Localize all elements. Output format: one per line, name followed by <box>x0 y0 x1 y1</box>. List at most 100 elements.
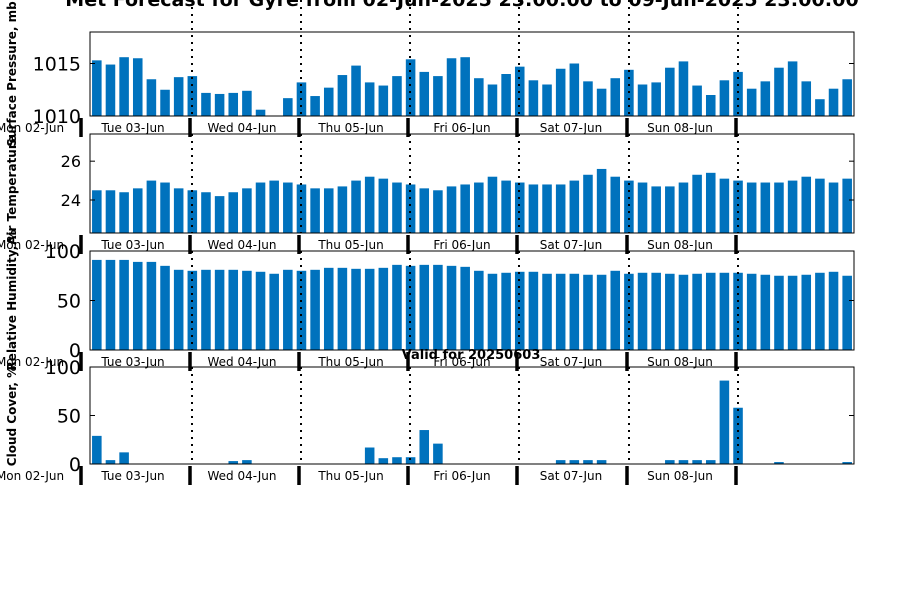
bar <box>337 186 348 233</box>
bar <box>283 269 293 350</box>
bar <box>378 267 389 350</box>
x-tick-label: Wed 04-Jun <box>208 121 277 135</box>
y-axis-label: Cloud Cover, % <box>5 366 19 466</box>
bar <box>665 460 675 464</box>
bar <box>337 267 348 350</box>
bar <box>678 274 689 350</box>
x-tick-label: Mon 02-Jun <box>0 469 64 483</box>
bar <box>351 268 361 350</box>
bar <box>705 172 716 233</box>
bar <box>419 188 430 233</box>
bar <box>555 273 566 350</box>
bar <box>733 407 743 464</box>
bar <box>132 58 143 116</box>
bar <box>760 274 771 350</box>
bar <box>542 184 552 233</box>
bar <box>242 270 252 350</box>
bar <box>446 265 457 350</box>
bar <box>787 275 798 350</box>
y-tick-label: 50 <box>57 405 81 427</box>
bar <box>160 182 170 233</box>
bar <box>310 188 320 233</box>
x-tick-label: Sun 08-Jun <box>647 121 713 135</box>
bar <box>583 81 593 116</box>
bar <box>283 182 293 233</box>
bar <box>705 272 716 350</box>
bar <box>173 188 184 233</box>
bar <box>433 264 443 350</box>
bar <box>242 460 252 464</box>
bar <box>364 268 375 350</box>
bar <box>92 435 102 464</box>
bar <box>119 452 129 464</box>
bar <box>323 87 334 116</box>
bar <box>760 81 771 116</box>
bar <box>242 90 252 116</box>
bar <box>746 273 757 350</box>
bar <box>337 75 348 116</box>
bar <box>474 270 484 350</box>
bar <box>214 93 225 116</box>
x-tick-label: Tue 03-Jun <box>100 121 164 135</box>
bar <box>474 78 484 116</box>
bar <box>801 81 812 116</box>
bar <box>446 186 457 233</box>
bar <box>132 188 143 233</box>
bar <box>105 460 116 464</box>
bar <box>419 264 430 350</box>
x-tick-label: Tue 03-Jun <box>100 469 164 483</box>
y-axis-label: Relative Humidity, % <box>5 230 19 371</box>
bar <box>160 89 170 116</box>
bar <box>733 71 743 116</box>
bar <box>228 461 239 464</box>
x-tick-label: Mon 02-Jun <box>0 355 64 369</box>
bar <box>105 259 116 350</box>
bar <box>378 178 389 233</box>
bar <box>419 430 430 464</box>
axes-frame <box>89 133 855 234</box>
bar <box>583 274 593 350</box>
bar <box>801 176 812 233</box>
bar <box>405 59 416 116</box>
bar <box>555 68 566 116</box>
bar <box>228 269 239 350</box>
bar <box>542 84 552 116</box>
bar <box>487 273 498 350</box>
bar <box>119 57 129 116</box>
bar <box>719 178 730 233</box>
bar <box>487 176 498 233</box>
x-tick-label: Wed 04-Jun <box>208 469 277 483</box>
bar <box>774 67 784 116</box>
bar <box>187 270 198 350</box>
bar <box>310 269 320 350</box>
x-tick-label: Sat 07-Jun <box>540 121 603 135</box>
bar <box>678 460 689 464</box>
bar <box>637 272 648 350</box>
bar <box>269 273 279 350</box>
bar <box>746 182 757 233</box>
y-tick-label: 50 <box>57 290 81 312</box>
x-tick-label: Fri 06-Jun <box>433 121 490 135</box>
y-tick-label: 1010 <box>33 106 81 128</box>
bar <box>92 190 102 233</box>
y-tick-label: 26 <box>61 152 81 171</box>
bar <box>487 84 498 116</box>
bar <box>705 95 716 116</box>
bar <box>596 168 607 233</box>
bar <box>610 78 621 116</box>
bar <box>228 92 239 116</box>
bar <box>269 180 279 233</box>
y-tick-label: 1015 <box>33 53 81 75</box>
bar <box>460 184 470 233</box>
bar <box>323 188 334 233</box>
y-tick-label: 100 <box>45 241 81 263</box>
bar <box>528 271 539 350</box>
bar <box>501 180 511 233</box>
y-tick-label: 0 <box>69 454 81 476</box>
bar <box>474 182 484 233</box>
bar <box>665 273 675 350</box>
bar <box>228 192 239 233</box>
